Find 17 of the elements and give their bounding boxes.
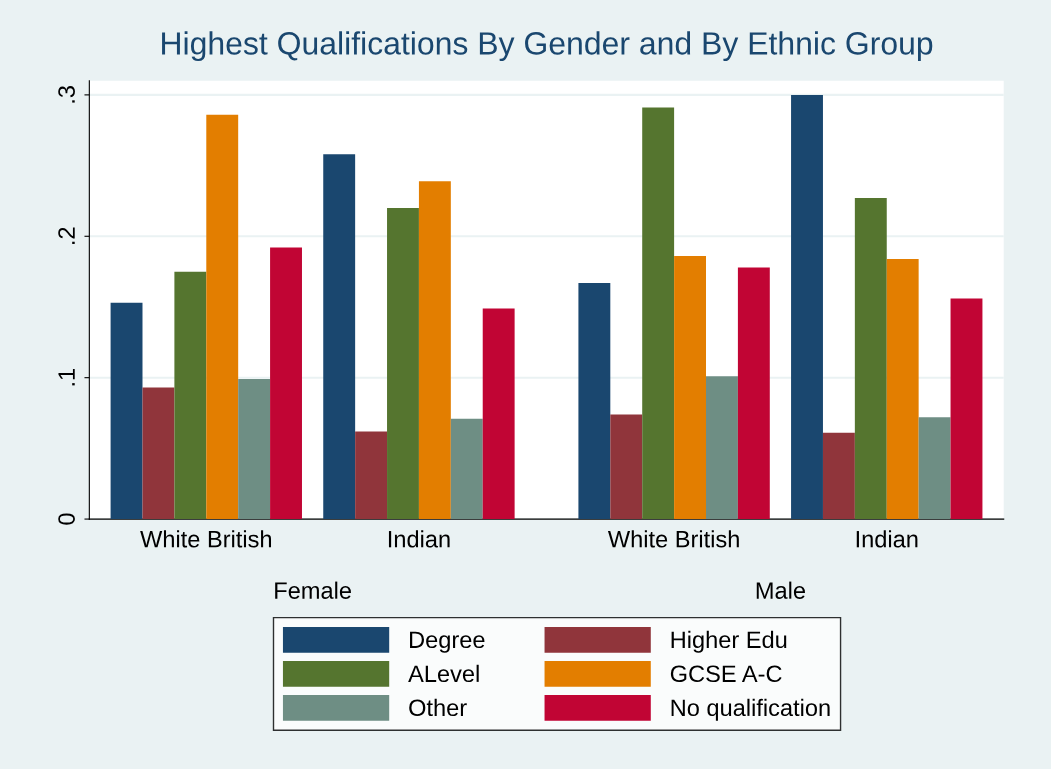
y-tick-label: 0 [58,513,75,525]
chart-title: Highest Qualifications By Gender and By Ethnic Group [162,31,933,62]
x-tick-label: Indian [388,530,450,548]
text: Female [275,581,351,599]
legend-label: ALevel [408,664,479,683]
y-tick-label: .2 [58,227,75,244]
legend-label: Higher Edu [671,630,787,653]
y-tick-label: .1 [58,368,75,386]
y-tick-label: .3 [58,86,75,103]
legend-label: GCSE A-C [670,665,782,683]
legend-label: Degree [410,631,485,653]
text: Male [756,581,805,599]
legend-label: Other [409,698,467,717]
x-tick-label: White British [140,530,272,548]
x-tick-label: White British [607,530,739,548]
legend-label: No qualification [671,698,830,721]
x-tick-label: Indian [856,530,918,548]
